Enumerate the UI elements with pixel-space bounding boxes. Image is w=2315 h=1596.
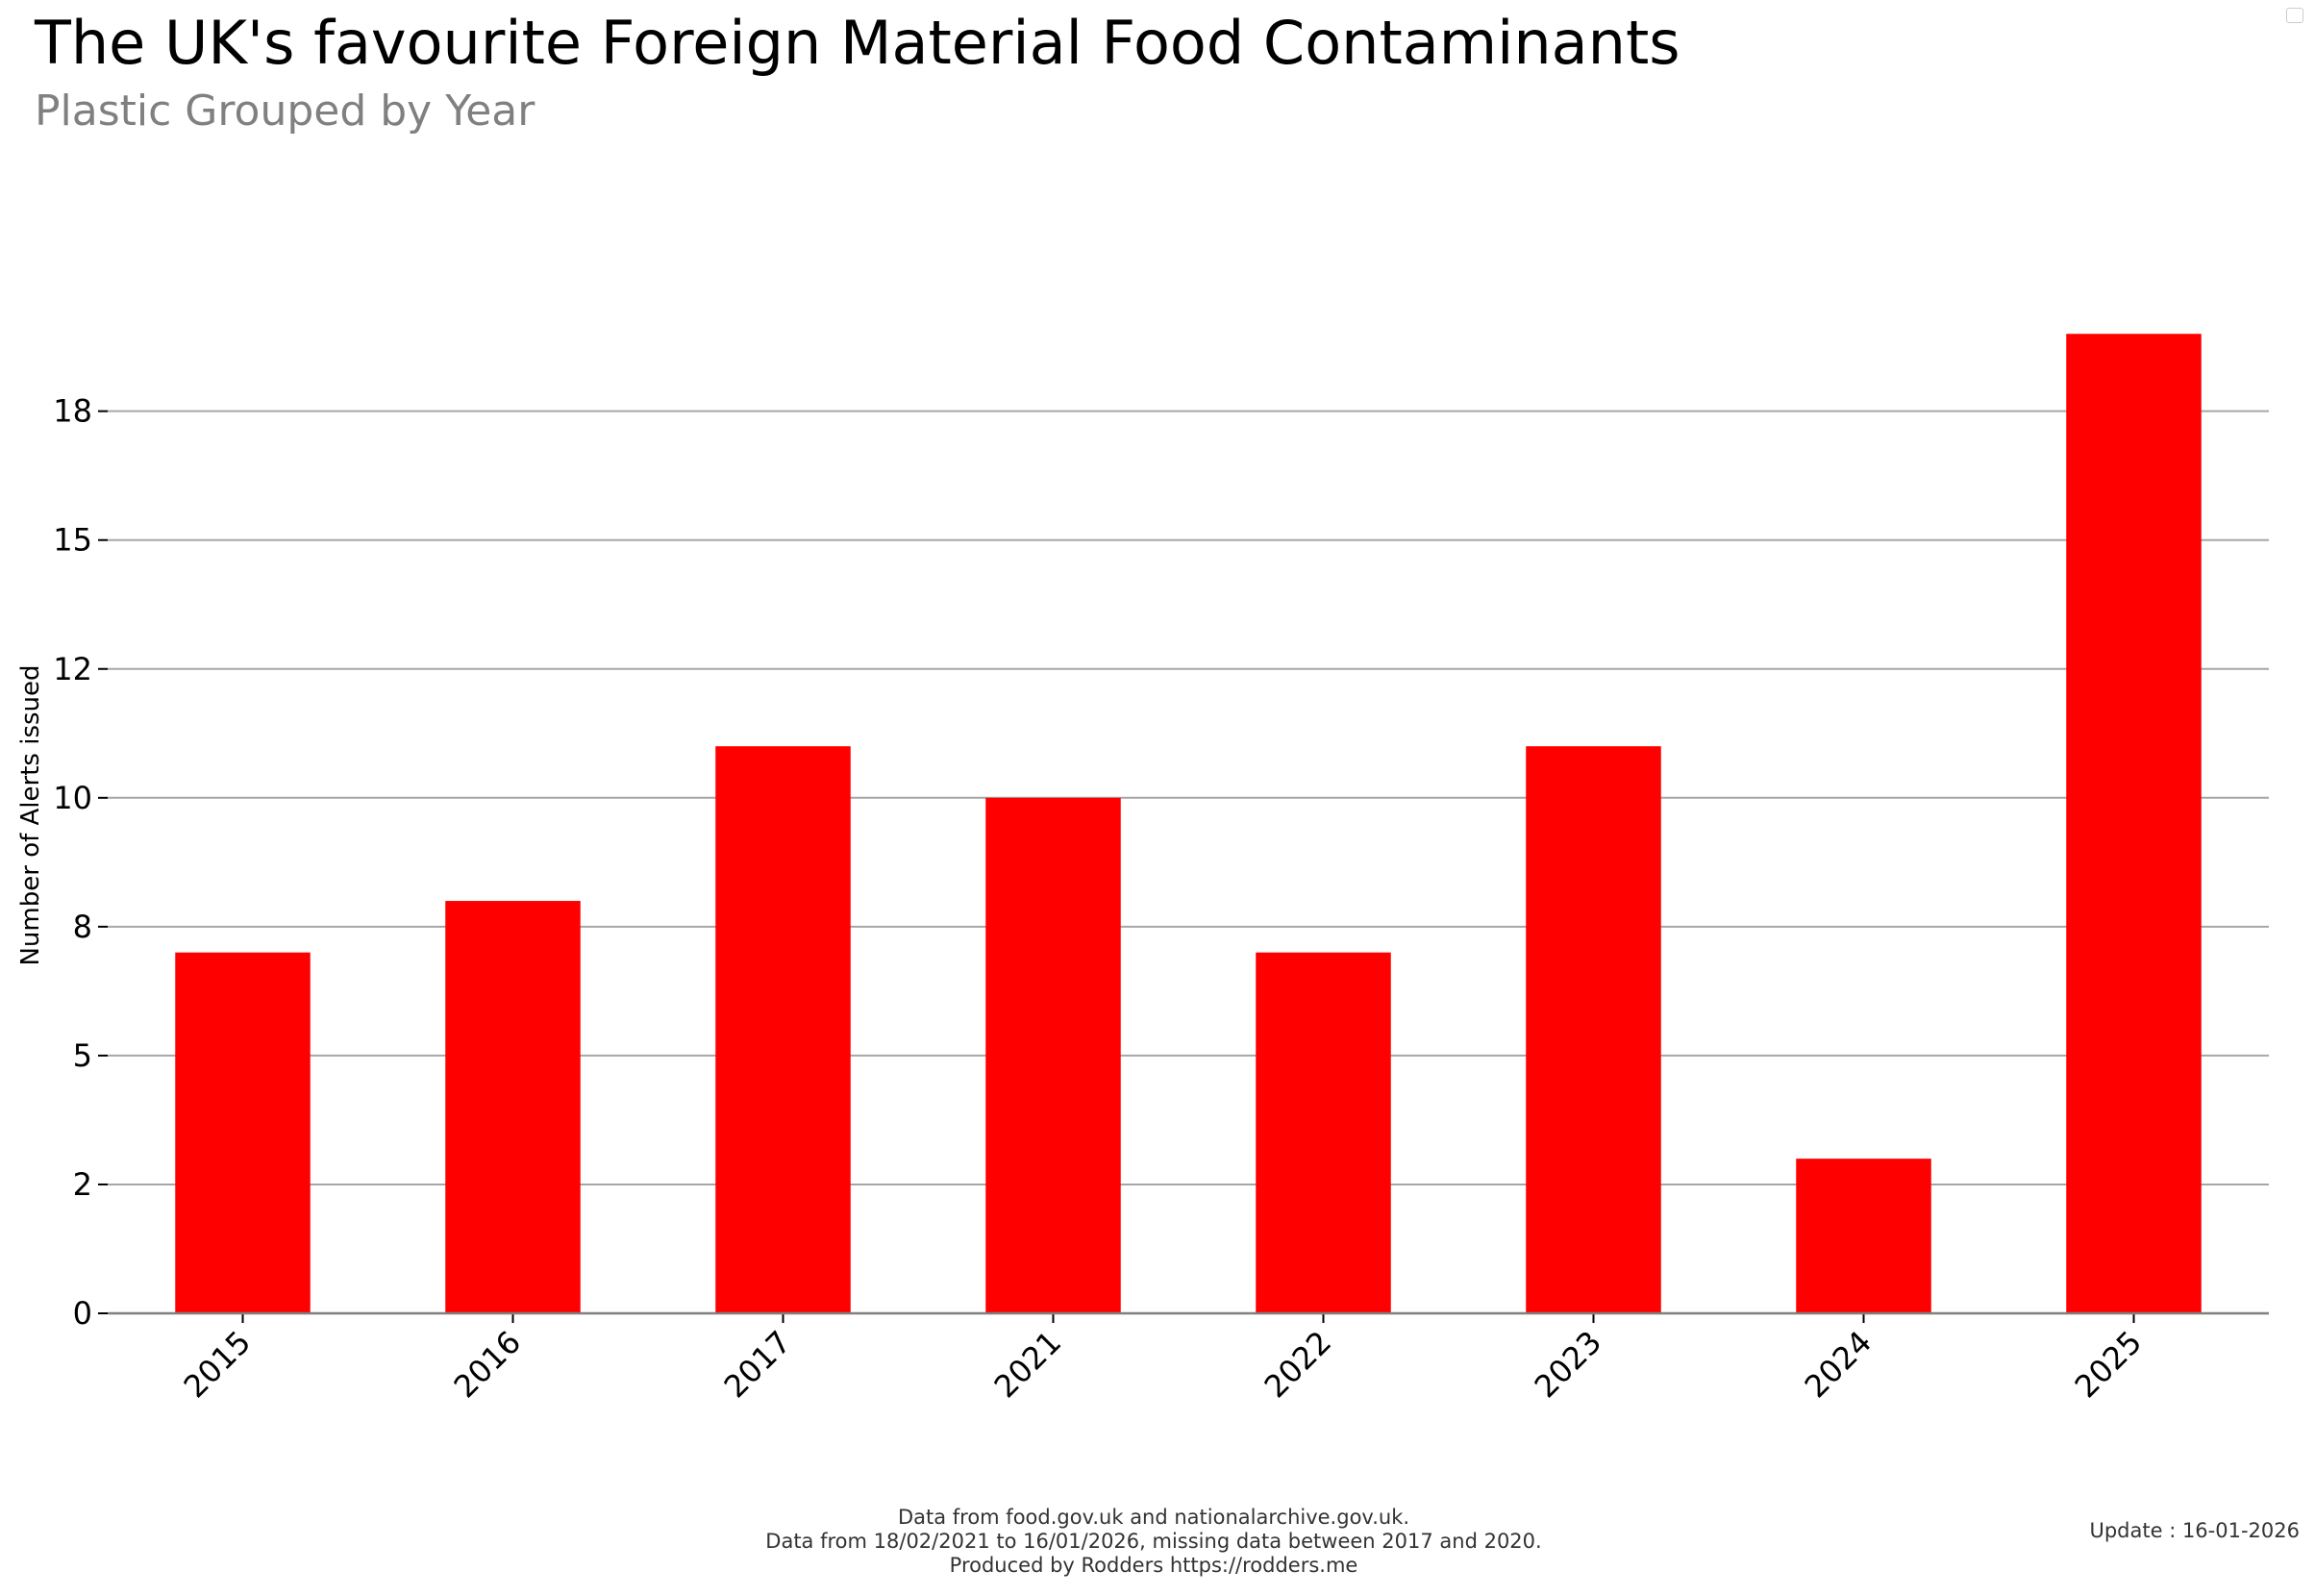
x-tick-label: 2016: [447, 1324, 528, 1405]
footer-line-3: Produced by Rodders https://rodders.me: [949, 1553, 1358, 1577]
bar-2023[interactable]: [1526, 746, 1661, 1313]
x-tick-label: 2023: [1528, 1324, 1608, 1405]
y-tick-label: 15: [53, 522, 92, 559]
y-tick-label: 8: [73, 909, 92, 945]
bar-2017[interactable]: [715, 746, 851, 1313]
x-tick-label: 2025: [2068, 1324, 2149, 1405]
y-axis-title: Number of Alerts issued: [16, 664, 45, 965]
y-tick-label: 18: [53, 393, 92, 430]
y-tick-label: 0: [73, 1295, 92, 1332]
bar-2021[interactable]: [985, 797, 1121, 1313]
y-tick-label: 12: [53, 651, 92, 687]
x-tick-label: 2022: [1257, 1324, 1338, 1405]
chart-subtitle: Plastic Grouped by Year: [35, 87, 535, 136]
bar-2025[interactable]: [2066, 334, 2202, 1313]
x-tick-label: 2024: [1798, 1324, 1879, 1405]
y-tick-label: 2: [73, 1166, 92, 1203]
footer-line-1: Data from food.gov.uk and nationalarchiv…: [897, 1506, 1410, 1529]
update-label: Update : 16-01-2026: [2089, 1519, 2300, 1542]
legend-toggle[interactable]: [2286, 8, 2303, 23]
axes: 0 2 5 8 10 12 15 18 2015 2016 2017 2021 2022 2023 2024…: [53, 393, 2269, 1405]
y-tick-label: 10: [53, 780, 92, 816]
gridlines: [108, 410, 2269, 1185]
bars: [175, 334, 2202, 1313]
x-tick-label: 2017: [717, 1324, 798, 1405]
y-tick-label: 5: [73, 1037, 92, 1074]
x-tick-label: 2015: [177, 1324, 258, 1405]
bar-2015[interactable]: [175, 952, 311, 1313]
footer-line-2: Data from 18/02/2021 to 16/01/2026, miss…: [765, 1529, 1542, 1553]
chart-title: The UK's favourite Foreign Material Food…: [35, 8, 1680, 78]
bar-2022[interactable]: [1256, 952, 1391, 1313]
x-tick-label: 2021: [987, 1324, 1068, 1405]
bar-2016[interactable]: [445, 901, 581, 1313]
footer-notes: Data from food.gov.uk and nationalarchiv…: [673, 1506, 1634, 1577]
bar-2024[interactable]: [1796, 1159, 1931, 1313]
